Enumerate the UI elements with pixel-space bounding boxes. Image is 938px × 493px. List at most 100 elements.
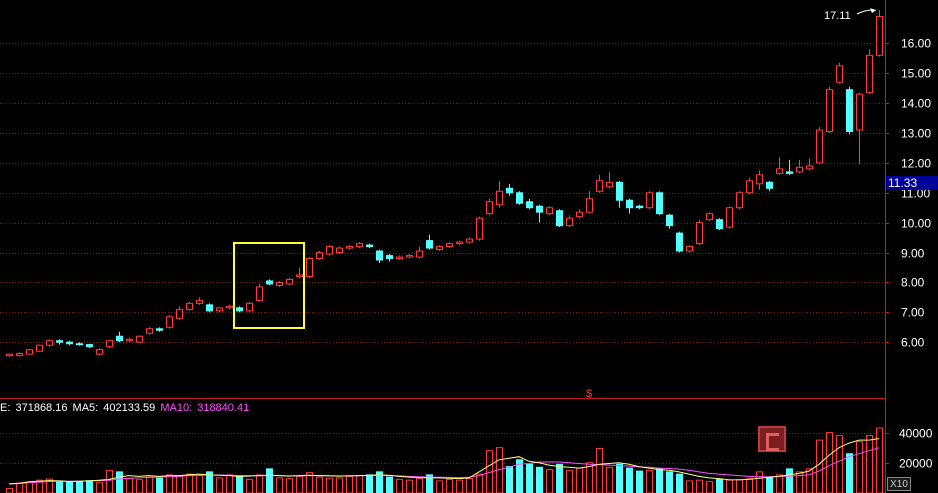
candle-down-body [506, 187, 513, 194]
candle-down-body [116, 335, 123, 342]
volume-bar-down [516, 459, 523, 493]
volume-bar-down [76, 481, 83, 493]
candle-down-body [86, 344, 93, 348]
candle-up-body [6, 353, 13, 357]
candle-up-body [816, 129, 823, 164]
candle-up-body [866, 54, 873, 94]
volume-bar-up [6, 487, 13, 493]
volume-ma5-line [8, 438, 880, 485]
volume-bar-down [616, 463, 623, 493]
price-tick-label: 14.00 [901, 97, 931, 111]
volume-bar-down [236, 475, 243, 493]
candle-up-body [46, 340, 53, 346]
volume-bar-up [466, 478, 473, 493]
candle-up-body [646, 192, 653, 209]
max-price-arrowhead [870, 8, 876, 14]
volume-bar-up [546, 469, 553, 493]
candle-down-body [56, 340, 63, 343]
volume-bar-down [386, 476, 393, 493]
volume-bar-up [256, 474, 263, 493]
volume-bar-up [706, 481, 713, 493]
volume-bar-up [346, 475, 353, 493]
candle-up-body [596, 180, 603, 192]
candle-up-body [316, 252, 323, 260]
candle-down-body [376, 250, 383, 261]
candle-up-body [286, 278, 293, 285]
volume-bar-up [726, 479, 733, 493]
candle-up-body [446, 243, 453, 248]
volume-bar-up [16, 482, 23, 493]
volume-tick-label: 20000 [899, 457, 933, 471]
candle-down-body [206, 304, 213, 312]
price-tick-label: 9.00 [901, 247, 925, 261]
volume-bar-up [26, 481, 33, 493]
candle-down-body [846, 89, 853, 133]
candle-up-body [246, 302, 253, 312]
candle-down-body [616, 181, 623, 201]
volume-bar-up [566, 469, 573, 493]
candle-up-body [776, 168, 783, 174]
candle-up-body [106, 340, 113, 348]
volume-unit-button[interactable]: X10 [887, 477, 911, 491]
volume-bar-down [556, 463, 563, 493]
volume-indicator-readout: E: 371868.16 MA5: 402133.59 MA10: 318840… [0, 400, 251, 416]
candle-down-body [766, 181, 773, 189]
max-price-label: 17.11 [824, 10, 851, 22]
candle-up-body [406, 255, 413, 258]
volume-bar-down [66, 481, 73, 493]
candle-up-body [836, 65, 843, 83]
volume-bar-down [366, 474, 373, 493]
ma10-value: 318840.41 [197, 402, 250, 414]
candle-up-body [876, 15, 883, 56]
candle-up-body [566, 217, 573, 227]
volume-bar-up [756, 471, 763, 493]
volume-bar-up [796, 471, 803, 493]
candle-up-body [226, 305, 233, 309]
candle-up-body [606, 181, 613, 188]
volume-bar-down [846, 453, 853, 493]
candle-down-body [526, 201, 533, 209]
candle-down-body [786, 171, 793, 174]
price-tick-label: 10.00 [901, 217, 931, 231]
candle-up-body [796, 166, 803, 173]
candle-up-body [346, 246, 353, 249]
candle-up-body [336, 247, 343, 254]
volume-bar-up [746, 478, 753, 493]
current-price-box [886, 175, 938, 190]
volume-bar-up [396, 478, 403, 493]
candle-up-body [726, 207, 733, 228]
volume-bar-down [676, 473, 683, 493]
volume-bar-up [146, 476, 153, 493]
event-marker: $ [586, 388, 592, 400]
candle-up-body [396, 256, 403, 260]
volume-bar-up [126, 478, 133, 493]
volume-bar-up [326, 477, 333, 493]
candle-up-body [736, 192, 743, 209]
candle-up-body [486, 201, 493, 215]
current-price-label: 11.33 [888, 176, 917, 190]
volume-bar-up [336, 477, 343, 493]
volume-bar-down [636, 470, 643, 493]
volume-bar-down [266, 468, 273, 493]
volume-bar-down [716, 478, 723, 493]
watermark [758, 426, 786, 452]
candle-down-body [626, 199, 633, 209]
candle-up-body [496, 190, 503, 206]
volume-bar-up [286, 478, 293, 493]
candle-up-body [196, 299, 203, 304]
volume-bar-up [596, 447, 603, 493]
volume-bar-down [56, 480, 63, 493]
candle-down-body [66, 341, 73, 345]
volume-bar-up [476, 473, 483, 493]
price-tick-label: 11.00 [901, 187, 930, 201]
volume-tick-label: 40000 [899, 427, 933, 441]
volume-bar-up [36, 479, 43, 493]
volume-bar-up [856, 441, 863, 493]
candle-down-body [156, 328, 163, 331]
volume-bar-up [176, 475, 183, 493]
volume-bar-down [116, 471, 123, 493]
volume-bar-up [876, 427, 883, 493]
volume-bar-up [416, 478, 423, 493]
candle-up-body [746, 180, 753, 194]
